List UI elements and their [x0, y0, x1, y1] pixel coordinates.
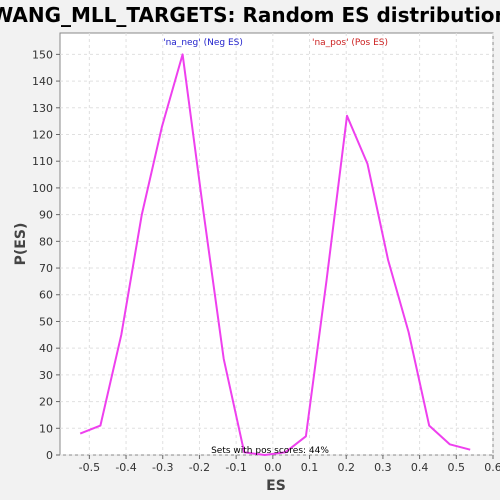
y-axis-label: P(ES) — [13, 223, 29, 266]
y-tick-label: 90 — [39, 209, 53, 222]
x-tick-label: 0.2 — [337, 461, 355, 474]
x-tick-label: 0.6 — [484, 461, 500, 474]
x-axis-label: ES — [266, 478, 286, 494]
x-tick-label: -0.2 — [189, 461, 210, 474]
x-tick-label: 0.4 — [411, 461, 429, 474]
x-tick-label: 0.5 — [448, 461, 466, 474]
annotation-neg-es: 'na_neg' (Neg ES) — [163, 38, 243, 48]
x-tick-label: 0.0 — [264, 461, 282, 474]
y-tick-label: 140 — [32, 75, 53, 88]
y-tick-label: 30 — [39, 369, 53, 382]
y-tick-label: 50 — [39, 315, 53, 328]
y-tick-label: 100 — [32, 182, 53, 195]
x-axis-ticks: -0.5 -0.4 -0.3 -0.2 -0.1 0.0 0.1 0.2 0.3 0.4 0.5 0.… — [79, 455, 500, 474]
y-tick-label: 70 — [39, 262, 53, 275]
grid — [60, 33, 494, 456]
x-tick-label: -0.1 — [225, 461, 246, 474]
y-tick-label: 0 — [46, 449, 53, 462]
y-tick-label: 130 — [32, 102, 53, 115]
x-tick-label: -0.5 — [79, 461, 100, 474]
x-tick-label: 0.3 — [374, 461, 392, 474]
x-tick-label: -0.4 — [115, 461, 136, 474]
x-tick-label: -0.3 — [152, 461, 173, 474]
y-tick-label: 150 — [32, 48, 53, 61]
y-tick-label: 80 — [39, 235, 53, 248]
plot-area — [59, 32, 494, 456]
y-tick-label: 60 — [39, 289, 53, 302]
y-tick-label: 110 — [32, 155, 53, 168]
annotation-pos-scores: Sets with pos scores: 44% — [211, 446, 329, 456]
y-axis-ticks: 0 10 20 30 40 50 60 70 80 90 100 110 120 130 140 150 — [32, 48, 60, 462]
y-tick-label: 20 — [39, 396, 53, 409]
x-tick-label: 0.1 — [301, 461, 319, 474]
series-line — [79, 53, 471, 456]
y-tick-label: 120 — [32, 128, 53, 141]
y-tick-label: 40 — [39, 342, 53, 355]
y-tick-label: 10 — [39, 422, 53, 435]
annotation-pos-es: 'na_pos' (Pos ES) — [312, 38, 388, 48]
chart-title: WANG_MLL_TARGETS: Random ES distribution — [0, 3, 500, 27]
